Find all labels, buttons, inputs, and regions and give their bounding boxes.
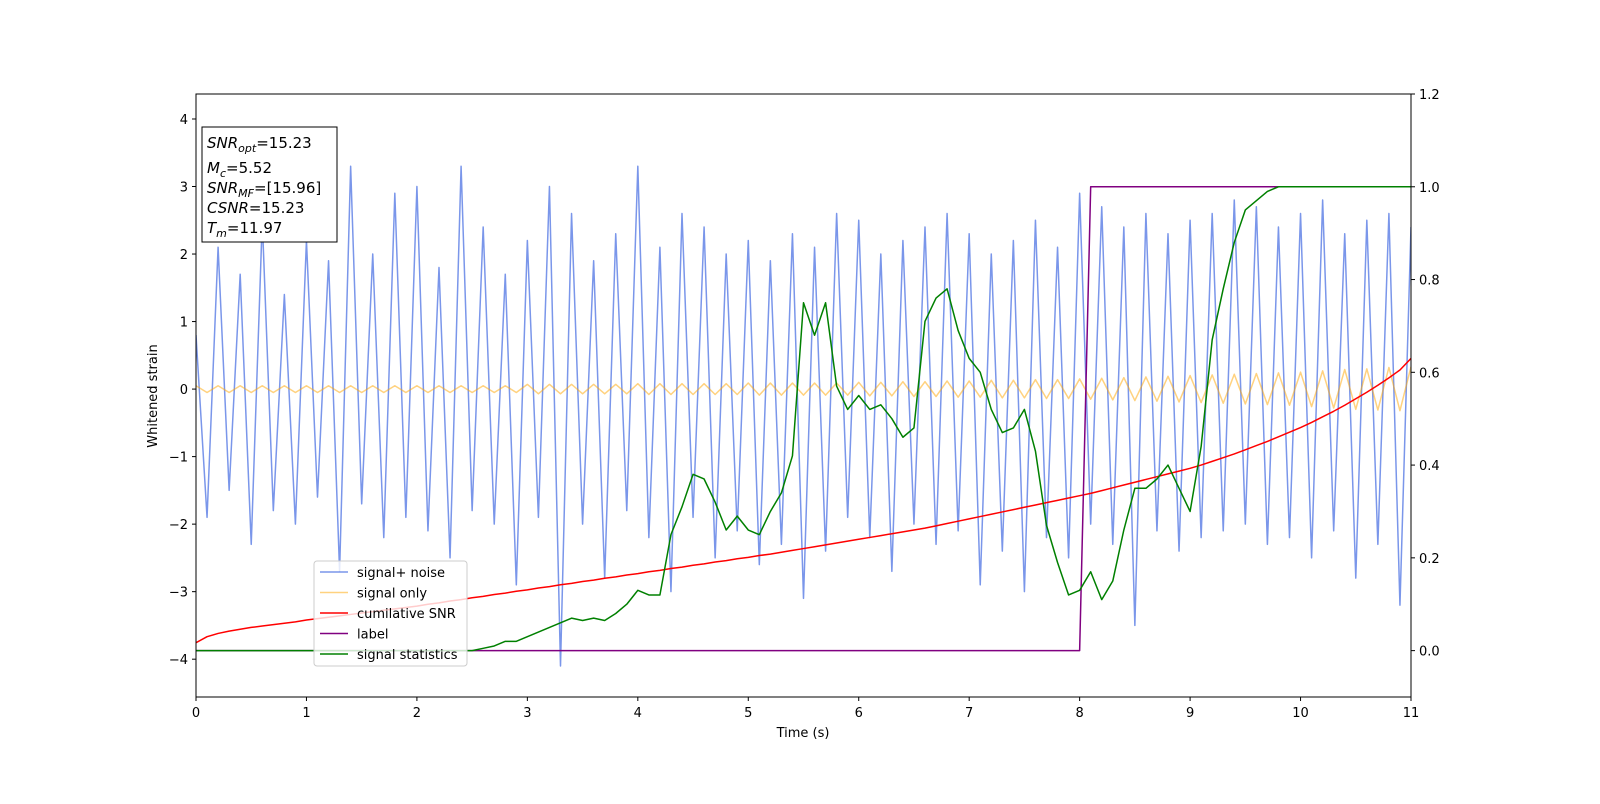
y-tick-label: −1 (169, 451, 188, 466)
y2-tick-label: 0.6 (1419, 366, 1440, 381)
annotation-value: =5.52 (226, 159, 272, 177)
x-tick-label: 6 (855, 706, 863, 721)
x-tick-label: 3 (523, 706, 531, 721)
annotation-frame (201, 126, 338, 243)
y-tick-label: 0 (180, 383, 188, 398)
y-axis-label: Whitened strain (146, 344, 161, 447)
y2-tick-label: 0.0 (1419, 645, 1440, 660)
annotation-value: =15.23 (256, 134, 312, 152)
y-tick-label: 2 (180, 248, 188, 263)
y-tick-label: −4 (169, 653, 188, 668)
annotation-line: SNRopt=15.23 (207, 134, 312, 155)
axes-frame (195, 93, 1412, 698)
x-tick-label: 10 (1292, 706, 1309, 721)
x-tick-label: 0 (192, 706, 200, 721)
annotation-value: =11.97 (227, 219, 283, 237)
x-tick-label: 2 (413, 706, 421, 721)
annotation-symbol: SNR (207, 134, 238, 152)
x-tick-label: 9 (1186, 706, 1194, 721)
annotation-line: Mc=5.52 (207, 159, 272, 180)
y-tick-label: −3 (169, 586, 188, 601)
y-tick-label: 3 (180, 181, 188, 196)
legend-label: cumilative SNR (357, 607, 456, 622)
legend-label: signal+ noise (357, 566, 445, 581)
annotation-symbol: T (207, 219, 218, 237)
y2-tick-label: 0.4 (1419, 459, 1440, 474)
y2-tick-label: 1.2 (1419, 88, 1440, 103)
legend-frame (313, 560, 468, 667)
x-tick-label: 8 (1075, 706, 1083, 721)
annotation-subscript: MF (238, 187, 254, 200)
x-tick-label: 7 (965, 706, 973, 721)
annotation-subscript: m (216, 227, 227, 240)
legend: signal+ noise signal only cumilative SNR la… (313, 560, 468, 667)
legend-label: signal only (357, 587, 427, 602)
legend-label: signal statistics (357, 648, 458, 663)
legend-label: label (357, 628, 388, 643)
y-tick-label: 1 (180, 316, 188, 331)
y2-tick-label: 0.8 (1419, 274, 1440, 289)
annotation-value: =[15.96] (254, 179, 321, 197)
y-tick-label: 4 (180, 113, 188, 128)
x-axis-label: Time (s) (776, 726, 830, 741)
annotation-box: SNRopt=15.23Mc=5.52SNRMF=[15.96]CSNR=15.… (201, 126, 338, 243)
annotation-symbol: CSNR (207, 199, 249, 217)
annotation-line: Tm=11.97 (207, 219, 282, 240)
x-tick-label: 1 (302, 706, 310, 721)
y2-tick-label: 0.2 (1419, 552, 1440, 567)
series-line (196, 165, 1411, 667)
annotation-symbol: SNR (207, 179, 238, 197)
annotation-symbol: M (207, 159, 220, 177)
x-tick-label: 4 (634, 706, 642, 721)
annotation-line: SNRMF=[15.96] (207, 179, 321, 200)
x-tick-label: 5 (744, 706, 752, 721)
y-tick-label: −2 (169, 518, 188, 533)
annotation-value: =15.23 (249, 199, 305, 217)
y2-tick-label: 1.0 (1419, 181, 1440, 196)
annotation-line: CSNR=15.23 (207, 199, 304, 217)
series-line (196, 366, 1411, 412)
annotation-subscript: opt (238, 142, 257, 155)
annotation-subscript: c (220, 167, 226, 180)
x-tick-label: 11 (1403, 706, 1420, 721)
